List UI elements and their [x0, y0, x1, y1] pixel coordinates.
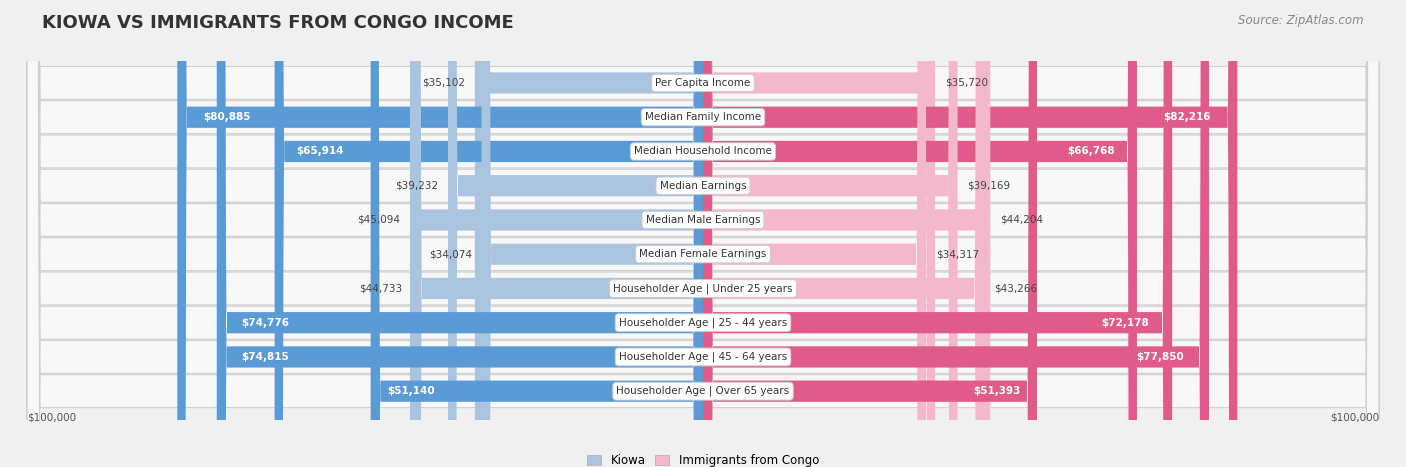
FancyBboxPatch shape: [27, 0, 1379, 467]
FancyBboxPatch shape: [371, 0, 703, 467]
Text: $44,204: $44,204: [1000, 215, 1043, 225]
FancyBboxPatch shape: [703, 0, 1237, 467]
Text: Median Female Earnings: Median Female Earnings: [640, 249, 766, 259]
Text: $34,074: $34,074: [429, 249, 472, 259]
FancyBboxPatch shape: [27, 0, 1379, 467]
FancyBboxPatch shape: [703, 0, 1173, 467]
Text: $35,720: $35,720: [945, 78, 988, 88]
Text: Householder Age | Over 65 years: Householder Age | Over 65 years: [616, 386, 790, 396]
Text: $51,393: $51,393: [973, 386, 1021, 396]
FancyBboxPatch shape: [703, 0, 1038, 467]
FancyBboxPatch shape: [27, 0, 1379, 467]
FancyBboxPatch shape: [475, 0, 703, 467]
Text: KIOWA VS IMMIGRANTS FROM CONGO INCOME: KIOWA VS IMMIGRANTS FROM CONGO INCOME: [42, 14, 515, 32]
Text: $100,000: $100,000: [1330, 413, 1379, 423]
Text: $45,094: $45,094: [357, 215, 401, 225]
FancyBboxPatch shape: [27, 0, 1379, 467]
Text: $74,815: $74,815: [240, 352, 288, 362]
FancyBboxPatch shape: [274, 0, 703, 467]
FancyBboxPatch shape: [703, 0, 935, 467]
Text: $44,733: $44,733: [360, 283, 402, 293]
FancyBboxPatch shape: [27, 0, 1379, 467]
FancyBboxPatch shape: [703, 0, 957, 467]
Legend: Kiowa, Immigrants from Congo: Kiowa, Immigrants from Congo: [582, 449, 824, 467]
Text: $80,885: $80,885: [204, 112, 252, 122]
Text: Median Male Earnings: Median Male Earnings: [645, 215, 761, 225]
Text: Householder Age | Under 25 years: Householder Age | Under 25 years: [613, 283, 793, 294]
FancyBboxPatch shape: [27, 0, 1379, 467]
Text: $82,216: $82,216: [1163, 112, 1211, 122]
FancyBboxPatch shape: [217, 0, 703, 467]
FancyBboxPatch shape: [481, 0, 703, 467]
Text: $72,178: $72,178: [1101, 318, 1149, 328]
Text: $100,000: $100,000: [27, 413, 76, 423]
FancyBboxPatch shape: [703, 0, 990, 467]
Text: Householder Age | 25 - 44 years: Householder Age | 25 - 44 years: [619, 318, 787, 328]
Text: Median Family Income: Median Family Income: [645, 112, 761, 122]
FancyBboxPatch shape: [411, 0, 703, 467]
FancyBboxPatch shape: [412, 0, 703, 467]
Text: $51,140: $51,140: [387, 386, 434, 396]
FancyBboxPatch shape: [177, 0, 703, 467]
Text: $65,914: $65,914: [297, 147, 343, 156]
Text: Median Earnings: Median Earnings: [659, 181, 747, 191]
Text: Median Household Income: Median Household Income: [634, 147, 772, 156]
Text: $74,776: $74,776: [242, 318, 290, 328]
Text: Householder Age | 45 - 64 years: Householder Age | 45 - 64 years: [619, 352, 787, 362]
FancyBboxPatch shape: [703, 0, 927, 467]
Text: Source: ZipAtlas.com: Source: ZipAtlas.com: [1239, 14, 1364, 27]
Text: Per Capita Income: Per Capita Income: [655, 78, 751, 88]
Text: $34,317: $34,317: [936, 249, 979, 259]
FancyBboxPatch shape: [27, 0, 1379, 467]
FancyBboxPatch shape: [27, 0, 1379, 467]
FancyBboxPatch shape: [703, 0, 1209, 467]
FancyBboxPatch shape: [703, 0, 1137, 467]
FancyBboxPatch shape: [703, 0, 984, 467]
Text: $66,768: $66,768: [1067, 147, 1115, 156]
FancyBboxPatch shape: [217, 0, 703, 467]
Text: $35,102: $35,102: [422, 78, 465, 88]
Text: $43,266: $43,266: [994, 283, 1038, 293]
FancyBboxPatch shape: [449, 0, 703, 467]
FancyBboxPatch shape: [27, 0, 1379, 467]
Text: $39,232: $39,232: [395, 181, 439, 191]
Text: $39,169: $39,169: [967, 181, 1011, 191]
Text: $77,850: $77,850: [1136, 352, 1184, 362]
FancyBboxPatch shape: [27, 0, 1379, 467]
